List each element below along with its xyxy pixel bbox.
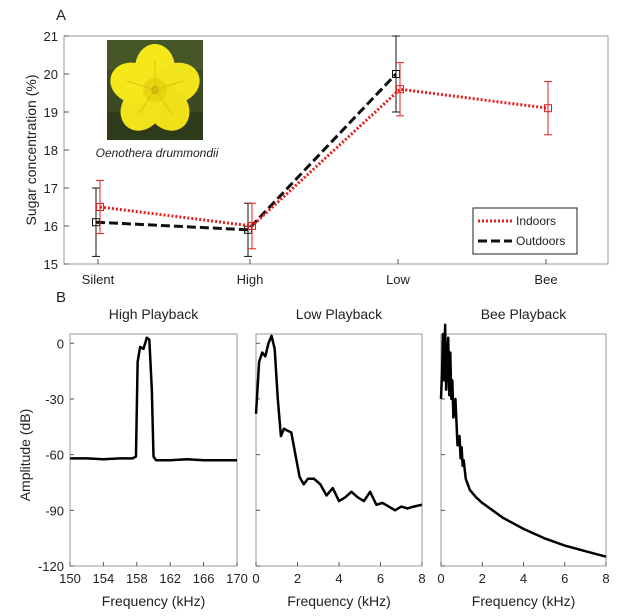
high-playback-xtick-label: 154 xyxy=(93,571,115,586)
low-playback-xlabel: Frequency (kHz) xyxy=(287,593,390,609)
high-playback-chart: High Playback Frequency (kHz) 150 154 158 162… xyxy=(38,306,248,609)
bee-playback-xtick-label: 6 xyxy=(561,571,568,586)
high-playback-xtick-label: 166 xyxy=(193,571,215,586)
sugar-chart: 15 16 17 18 19 20 21 Silent High Low Bee Sugar co… xyxy=(23,29,609,287)
low-playback-spectrum xyxy=(254,334,423,512)
low-playback-title: Low Playback xyxy=(296,306,383,322)
low-playback-xtick-label: 6 xyxy=(377,571,384,586)
sugar-ytick-label: 20 xyxy=(44,67,58,82)
sugar-ytick-label: 17 xyxy=(44,181,58,196)
errorbar-indoors xyxy=(96,179,104,235)
bee-playback-xtick-label: 2 xyxy=(479,571,486,586)
sugar-xtick-label: Silent xyxy=(82,272,115,287)
bee-playback-title: Bee Playback xyxy=(481,306,568,322)
low-playback-xtick-label: 4 xyxy=(335,571,342,586)
low-playback-chart: Low Playback Frequency (kHz) 0 2 4 6 8 xyxy=(252,306,425,609)
legend: Indoors Outdoors xyxy=(472,207,578,255)
errorbar-outdoors xyxy=(92,187,100,257)
sugar-ytick-label: 18 xyxy=(44,143,58,158)
high-playback-ytick-label: 0 xyxy=(57,336,64,351)
flower-photo xyxy=(107,40,203,140)
panel-label-a: A xyxy=(56,7,66,24)
sugar-ytick-label: 16 xyxy=(44,219,58,234)
high-playback-frame xyxy=(69,333,238,567)
high-playback-title: High Playback xyxy=(109,306,199,322)
low-playback-xtick-label: 8 xyxy=(418,571,425,586)
low-playback-xtick-label: 2 xyxy=(294,571,301,586)
bee-playback-xlabel: Frequency (kHz) xyxy=(472,593,575,609)
bee-playback-xtick-label: 4 xyxy=(520,571,527,586)
high-playback-xtick-label: 150 xyxy=(59,571,81,586)
legend-label-indoors: Indoors xyxy=(516,214,556,228)
sugar-ytick-label: 21 xyxy=(44,29,58,44)
high-playback-xtick-label: 162 xyxy=(159,571,181,586)
high-playback-ytick-label: -120 xyxy=(38,559,64,574)
high-playback-spectrum xyxy=(70,336,237,462)
flower-caption: Oenothera drummondii xyxy=(96,146,219,160)
high-playback-xtick-label: 158 xyxy=(126,571,148,586)
errorbar-outdoors xyxy=(392,35,400,113)
high-playback-ytick-label: -30 xyxy=(45,392,64,407)
legend-label-outdoors: Outdoors xyxy=(516,234,565,248)
high-playback-xlabel: Frequency (kHz) xyxy=(102,593,205,609)
errorbar-indoors xyxy=(544,81,552,136)
sugar-xtick-label: Bee xyxy=(534,272,557,287)
series-line-indoors xyxy=(99,87,549,228)
high-playback-ytick-label: -60 xyxy=(45,448,64,463)
bee-playback-xtick-label: 0 xyxy=(437,571,444,586)
sugar-ytick-label: 15 xyxy=(44,257,58,272)
low-playback-xtick-label: 0 xyxy=(252,571,259,586)
low-playback-frame xyxy=(255,333,423,567)
data-point-indoors xyxy=(544,104,552,113)
data-point-indoors xyxy=(396,85,404,94)
bee-playback-frame xyxy=(440,333,607,567)
bee-playback-xtick-label: 8 xyxy=(602,571,609,586)
legend-box xyxy=(472,207,578,255)
amplitude-ylabel: Amplitude (dB) xyxy=(17,409,33,502)
bee-playback-spectrum xyxy=(439,323,607,558)
errorbar-indoors xyxy=(248,202,256,250)
sugar-chart-ylabel: Sugar concentration (%) xyxy=(23,75,39,226)
sugar-xtick-label: High xyxy=(237,272,264,287)
high-playback-ytick-label: -90 xyxy=(45,503,64,518)
data-point-indoors xyxy=(96,203,104,211)
high-playback-xtick-label: 170 xyxy=(226,571,248,586)
data-point-indoors xyxy=(248,222,256,230)
bee-playback-chart: Bee Playback Frequency (kHz) 0 2 4 6 8 xyxy=(437,306,609,609)
spectra-panels: Amplitude (dB) High Playback Frequency (k… xyxy=(17,306,610,609)
panel-label-b: B xyxy=(56,289,66,306)
errorbar-indoors xyxy=(396,62,404,117)
sugar-ytick-label: 19 xyxy=(44,105,58,120)
sugar-xtick-label: Low xyxy=(386,272,410,287)
